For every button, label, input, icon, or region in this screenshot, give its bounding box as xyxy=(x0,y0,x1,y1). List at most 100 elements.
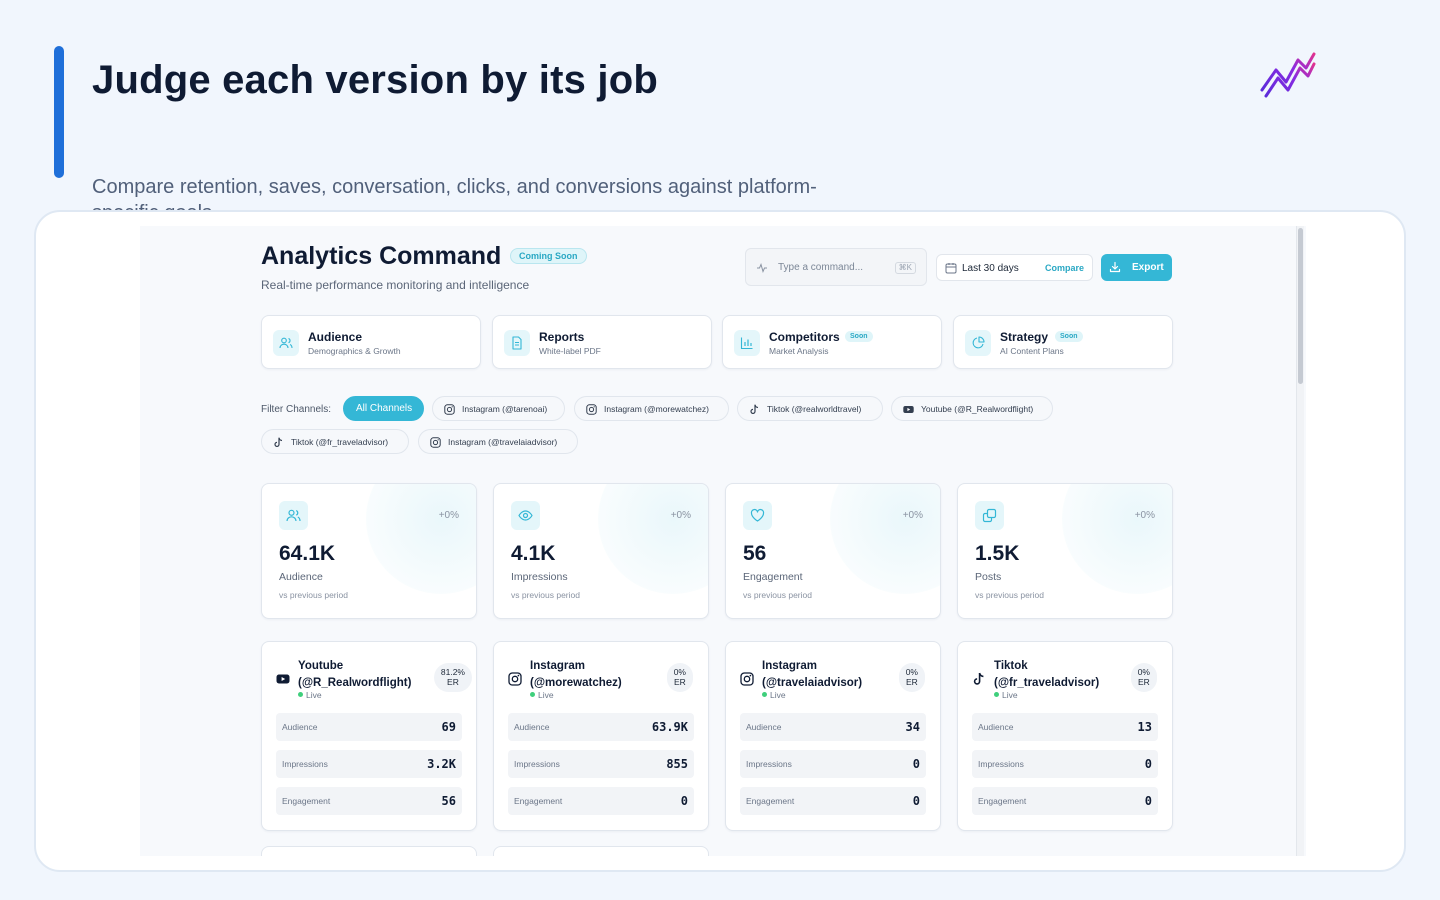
metric-label: Impressions xyxy=(282,759,328,769)
youtube-icon xyxy=(903,406,914,413)
metric-row: Engagement 56 xyxy=(276,787,462,815)
nav-card-subtitle: Market Analysis xyxy=(769,346,829,356)
export-label: Export xyxy=(1132,262,1164,273)
chip-label: Tiktok (@fr_traveladvisor) xyxy=(291,437,389,447)
nav-card-competitors[interactable]: Competitors Soon Market Analysis xyxy=(722,315,942,369)
metric-row: Engagement 0 xyxy=(508,787,694,815)
chip-label: Youtube (@R_Realwordflight) xyxy=(921,404,1034,414)
screenshot-frame: Analytics Command Coming Soon Real-time … xyxy=(34,210,1406,872)
account-name: Instagram (@travelaiadvisor) xyxy=(762,660,863,689)
account-name: Instagram (@morewatchez) xyxy=(530,660,622,689)
date-range-value: Last 30 days xyxy=(962,263,1019,274)
nav-icon-box xyxy=(734,330,760,356)
soon-badge: Soon xyxy=(1055,331,1083,342)
metric-row: Audience 13 xyxy=(972,713,1158,741)
er-value: 0% xyxy=(673,667,686,677)
stat-change: +0% xyxy=(438,510,459,521)
account-card-instagram-morewatchez[interactable]: Instagram (@morewatchez) Live 0% ER Audi… xyxy=(493,641,709,831)
live-dot xyxy=(994,692,999,697)
nav-card-title: Reports xyxy=(539,330,585,344)
users-icon xyxy=(279,337,293,349)
scrollbar[interactable] xyxy=(1296,226,1304,856)
slide-title: Judge each version by its job xyxy=(92,58,658,102)
er-unit: ER xyxy=(673,677,686,687)
metric-row: Audience 63.9K xyxy=(508,713,694,741)
nav-icon-box xyxy=(965,330,991,356)
stat-label: Posts xyxy=(975,571,1002,583)
account-card-instagram-travelaiadvisor[interactable]: Instagram (@travelaiadvisor) Live 0% ER … xyxy=(725,641,941,831)
nav-card-audience[interactable]: Audience Demographics & Growth xyxy=(261,315,481,369)
live-status-label: Live xyxy=(1002,690,1018,700)
nav-icon-box xyxy=(504,330,530,356)
stat-label: Audience xyxy=(279,571,323,583)
metric-row: Impressions 855 xyxy=(508,750,694,778)
metric-value: 56 xyxy=(441,794,456,808)
chip-tiktok-fr-traveladvisor[interactable]: Tiktok (@fr_traveladvisor) xyxy=(261,429,409,454)
account-name: Tiktok (@fr_traveladvisor) xyxy=(994,660,1100,689)
live-status: Live xyxy=(994,690,1018,700)
compare-button[interactable]: Compare xyxy=(1044,263,1084,273)
nav-card-title: Strategy xyxy=(1000,330,1049,344)
youtube-icon xyxy=(276,674,290,684)
metric-row: Audience 34 xyxy=(740,713,926,741)
account-card-partial[interactable] xyxy=(261,846,477,856)
stat-icon-box xyxy=(511,501,540,530)
nav-card-reports[interactable]: Reports White-label PDF xyxy=(492,315,712,369)
metric-value: 0 xyxy=(912,794,920,808)
live-status-label: Live xyxy=(770,690,786,700)
document-icon xyxy=(512,336,522,350)
live-status: Live xyxy=(762,690,786,700)
stat-card-engagement: +0% 56 Engagement vs previous period xyxy=(725,483,941,619)
engagement-rate-badge: 81.2% ER xyxy=(433,663,472,692)
chip-instagram-travelaiadvisor[interactable]: Instagram (@travelaiadvisor) xyxy=(418,429,578,454)
stat-note: vs previous period xyxy=(743,590,812,600)
brand-logo-icon xyxy=(1260,52,1316,98)
er-unit: ER xyxy=(905,677,918,687)
stat-card-audience: +0% 64.1K Audience vs previous period xyxy=(261,483,477,619)
chip-label: Tiktok (@realworldtravel) xyxy=(767,404,862,414)
eye-icon xyxy=(518,510,533,521)
pie-chart-icon xyxy=(972,336,985,349)
er-unit: ER xyxy=(1137,677,1150,687)
metric-label: Engagement xyxy=(282,796,331,806)
stat-note: vs previous period xyxy=(975,590,1044,600)
page-subtitle: Real-time performance monitoring and int… xyxy=(261,278,530,292)
nav-icon-box xyxy=(273,330,299,356)
metric-row: Audience 69 xyxy=(276,713,462,741)
stat-icon-box xyxy=(743,501,772,530)
chip-all-channels[interactable]: All Channels xyxy=(343,396,424,421)
stat-note: vs previous period xyxy=(511,590,580,600)
metric-value: 63.9K xyxy=(651,720,688,734)
instagram-icon xyxy=(740,672,754,686)
stat-note: vs previous period xyxy=(279,590,348,600)
engagement-rate-badge: 0% ER xyxy=(1130,663,1157,692)
chip-youtube-realwordflight[interactable]: Youtube (@R_Realwordflight) xyxy=(891,396,1053,421)
bar-chart-icon xyxy=(740,337,753,350)
chip-instagram-morewatchez[interactable]: Instagram (@morewatchez) xyxy=(574,396,729,421)
export-button[interactable]: Export xyxy=(1101,254,1172,281)
chip-instagram-tarenoai[interactable]: Instagram (@tarenoai) xyxy=(432,396,565,421)
account-card-partial[interactable] xyxy=(493,846,709,856)
account-card-tiktok-fr-traveladvisor[interactable]: Tiktok (@fr_traveladvisor) Live 0% ER Au… xyxy=(957,641,1173,831)
account-card-youtube-realwordflight[interactable]: Youtube (@R_Realwordflight) Live 81.2% E… xyxy=(261,641,477,831)
page-title: Analytics Command xyxy=(261,242,502,270)
date-range-picker[interactable]: Last 30 days Compare xyxy=(936,254,1093,281)
metric-label: Engagement xyxy=(978,796,1027,806)
nav-card-strategy[interactable]: Strategy Soon AI Content Plans xyxy=(953,315,1173,369)
metric-row: Impressions 0 xyxy=(740,750,926,778)
tiktok-icon xyxy=(973,672,984,685)
engagement-rate-badge: 0% ER xyxy=(666,663,693,692)
chip-tiktok-realworldtravel[interactable]: Tiktok (@realworldtravel) xyxy=(737,396,883,421)
er-unit: ER xyxy=(447,677,459,687)
coming-soon-badge: Coming Soon xyxy=(510,248,587,264)
command-input[interactable]: Type a command... ⌘K xyxy=(745,248,927,286)
live-status-label: Live xyxy=(538,690,554,700)
stat-value: 4.1K xyxy=(511,542,556,565)
scrollbar-thumb[interactable] xyxy=(1298,228,1303,384)
activity-icon xyxy=(757,263,767,273)
metric-label: Impressions xyxy=(746,759,792,769)
chip-label: Instagram (@tarenoai) xyxy=(462,404,548,414)
metric-label: Audience xyxy=(514,722,550,732)
metric-row: Engagement 0 xyxy=(972,787,1158,815)
command-placeholder: Type a command... xyxy=(778,262,864,273)
